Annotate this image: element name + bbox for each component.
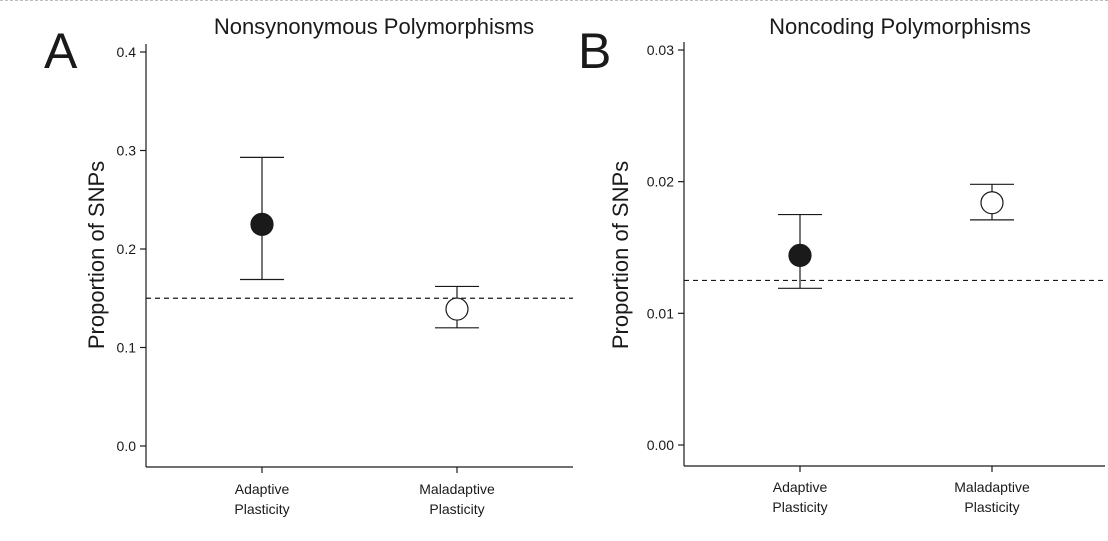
chart-title: Nonsynonymous Polymorphisms	[214, 14, 534, 39]
x-category-label: Plasticity	[234, 501, 289, 517]
x-category-label: Adaptive	[235, 481, 290, 497]
y-tick-label: 0.1	[117, 340, 137, 356]
y-tick-label: 0.00	[647, 437, 674, 453]
y-tick-label: 0.2	[117, 241, 137, 257]
x-category-label: Plasticity	[429, 501, 484, 517]
x-category-label: Maladaptive	[419, 481, 495, 497]
y-axis-title: Proportion of SNPs	[608, 161, 633, 349]
data-point	[980, 191, 1004, 215]
data-point	[250, 212, 274, 236]
top-border	[0, 0, 1108, 1]
data-point	[445, 297, 469, 321]
y-tick-label: 0.4	[117, 44, 137, 60]
y-tick-label: 0.03	[647, 42, 674, 58]
y-axis-title: Proportion of SNPs	[84, 161, 109, 349]
chart-title: Noncoding Polymorphisms	[769, 14, 1031, 39]
y-tick-label: 0.0	[117, 438, 137, 454]
y-tick-label: 0.3	[117, 143, 137, 159]
x-category-label: Plasticity	[964, 499, 1019, 515]
x-category-label: Plasticity	[772, 499, 827, 515]
data-point	[788, 243, 812, 267]
x-category-label: Adaptive	[773, 479, 828, 495]
panel-b: B Noncoding Polymorphisms 0.00 0.01 0.02 0.03…	[578, 14, 1105, 515]
panel-letter: A	[44, 23, 78, 79]
panel-a: A Nonsynonymous Polymorphisms 0.0 0.1 0.2 0.3…	[44, 14, 573, 517]
x-category-label: Maladaptive	[954, 479, 1030, 495]
y-tick-label: 0.01	[647, 305, 674, 321]
panel-letter: B	[578, 23, 611, 79]
y-tick-label: 0.02	[647, 174, 674, 190]
